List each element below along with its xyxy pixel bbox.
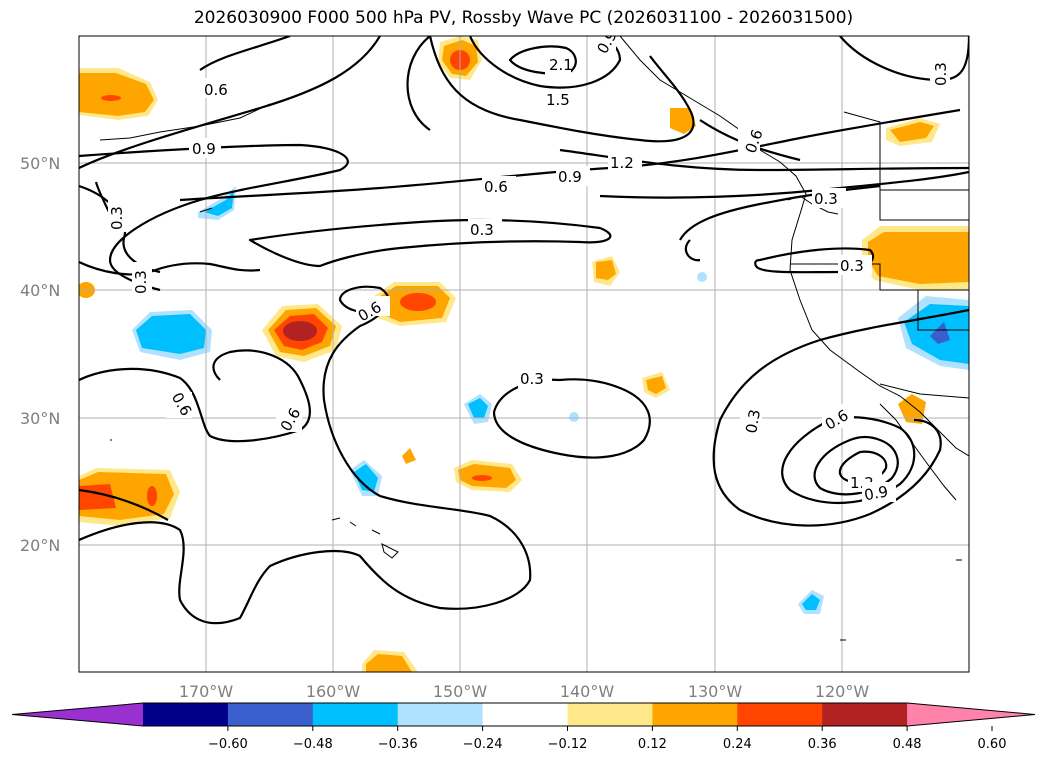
map-title: 2026030900 F000 500 hPa PV, Rossby Wave … — [193, 8, 854, 28]
colorbar-segment — [822, 703, 908, 726]
colorbar-tick-label: 0.12 — [638, 737, 667, 752]
contour-label: 0.6 — [204, 81, 228, 99]
colorbar-tick-label: −0.12 — [548, 737, 588, 752]
colorbar-tick-label: 0.48 — [893, 737, 922, 752]
colorbar-tick-label: −0.24 — [463, 737, 503, 752]
colorbar-tick-label: −0.36 — [378, 737, 418, 752]
colorbar-tick-label: 0.60 — [978, 737, 1007, 752]
colorbar-segment — [143, 703, 229, 726]
contour-label: 0.9 — [863, 482, 890, 504]
contour-label: 1.2 — [610, 154, 634, 172]
colorbar-segment — [397, 703, 484, 726]
contour-label: 0.9 — [558, 168, 582, 186]
contour-label: 2.1 — [549, 56, 573, 74]
map-frame — [78, 35, 970, 673]
colorbar-extend-high — [907, 703, 1035, 726]
contour-label: 0.9 — [192, 140, 216, 158]
pv-contours — [79, 36, 969, 625]
contour-label: 1.5 — [546, 91, 570, 109]
lon-label: 160°W — [306, 682, 361, 701]
longitude-labels: 170°W 160°W 150°W 140°W 130°W 120°W — [179, 682, 870, 701]
lon-label: 130°W — [688, 682, 743, 701]
colorbar-outline — [11, 702, 1036, 727]
contour-label: 0.3 — [108, 206, 126, 230]
lon-label: 150°W — [433, 682, 488, 701]
colorbar-extend-low — [12, 703, 143, 726]
contour-labels: 0.6 2.1 1.5 0.9 1.2 0.6 0.9 0.3 0.3 0.3 … — [108, 36, 950, 504]
colorbar-segment — [567, 703, 653, 726]
colorbar-segment — [482, 703, 568, 726]
colorbar-segment — [227, 703, 314, 726]
lat-label: 30°N — [20, 409, 60, 428]
contour-label: 0.3 — [742, 408, 764, 435]
lon-label: 140°W — [560, 682, 615, 701]
colorbar-tick-label: 0.24 — [723, 737, 752, 752]
contour-label: 0.3 — [132, 270, 150, 294]
lat-label: 20°N — [20, 536, 60, 555]
contour-label: 0.3 — [520, 370, 544, 388]
contour-label: 0.6 — [484, 178, 508, 196]
colorbar-tick-label: 0.36 — [808, 737, 837, 752]
colorbar-tick-label: −0.60 — [208, 737, 248, 752]
contour-label: 0.3 — [814, 190, 838, 208]
colorbar-segment — [737, 703, 823, 726]
lat-label: 40°N — [20, 281, 60, 300]
contour-label: 0.3 — [470, 221, 494, 239]
colorbar-segment — [652, 703, 738, 726]
lon-label: 170°W — [179, 682, 234, 701]
contour-label: 0.3 — [932, 62, 950, 86]
colorbar: −0.60 −0.48 −0.36 −0.24 −0.12 0.12 0.24 0.36 0.4… — [11, 702, 1036, 752]
colorbar-segment — [312, 703, 399, 726]
pv-anomaly-shading — [79, 36, 969, 672]
lat-label: 50°N — [20, 154, 60, 173]
latitude-labels: 50°N 40°N 30°N 20°N — [20, 154, 60, 555]
lon-label: 120°W — [815, 682, 870, 701]
contour-label: 0.3 — [840, 257, 864, 275]
colorbar-tick-label: −0.48 — [293, 737, 333, 752]
